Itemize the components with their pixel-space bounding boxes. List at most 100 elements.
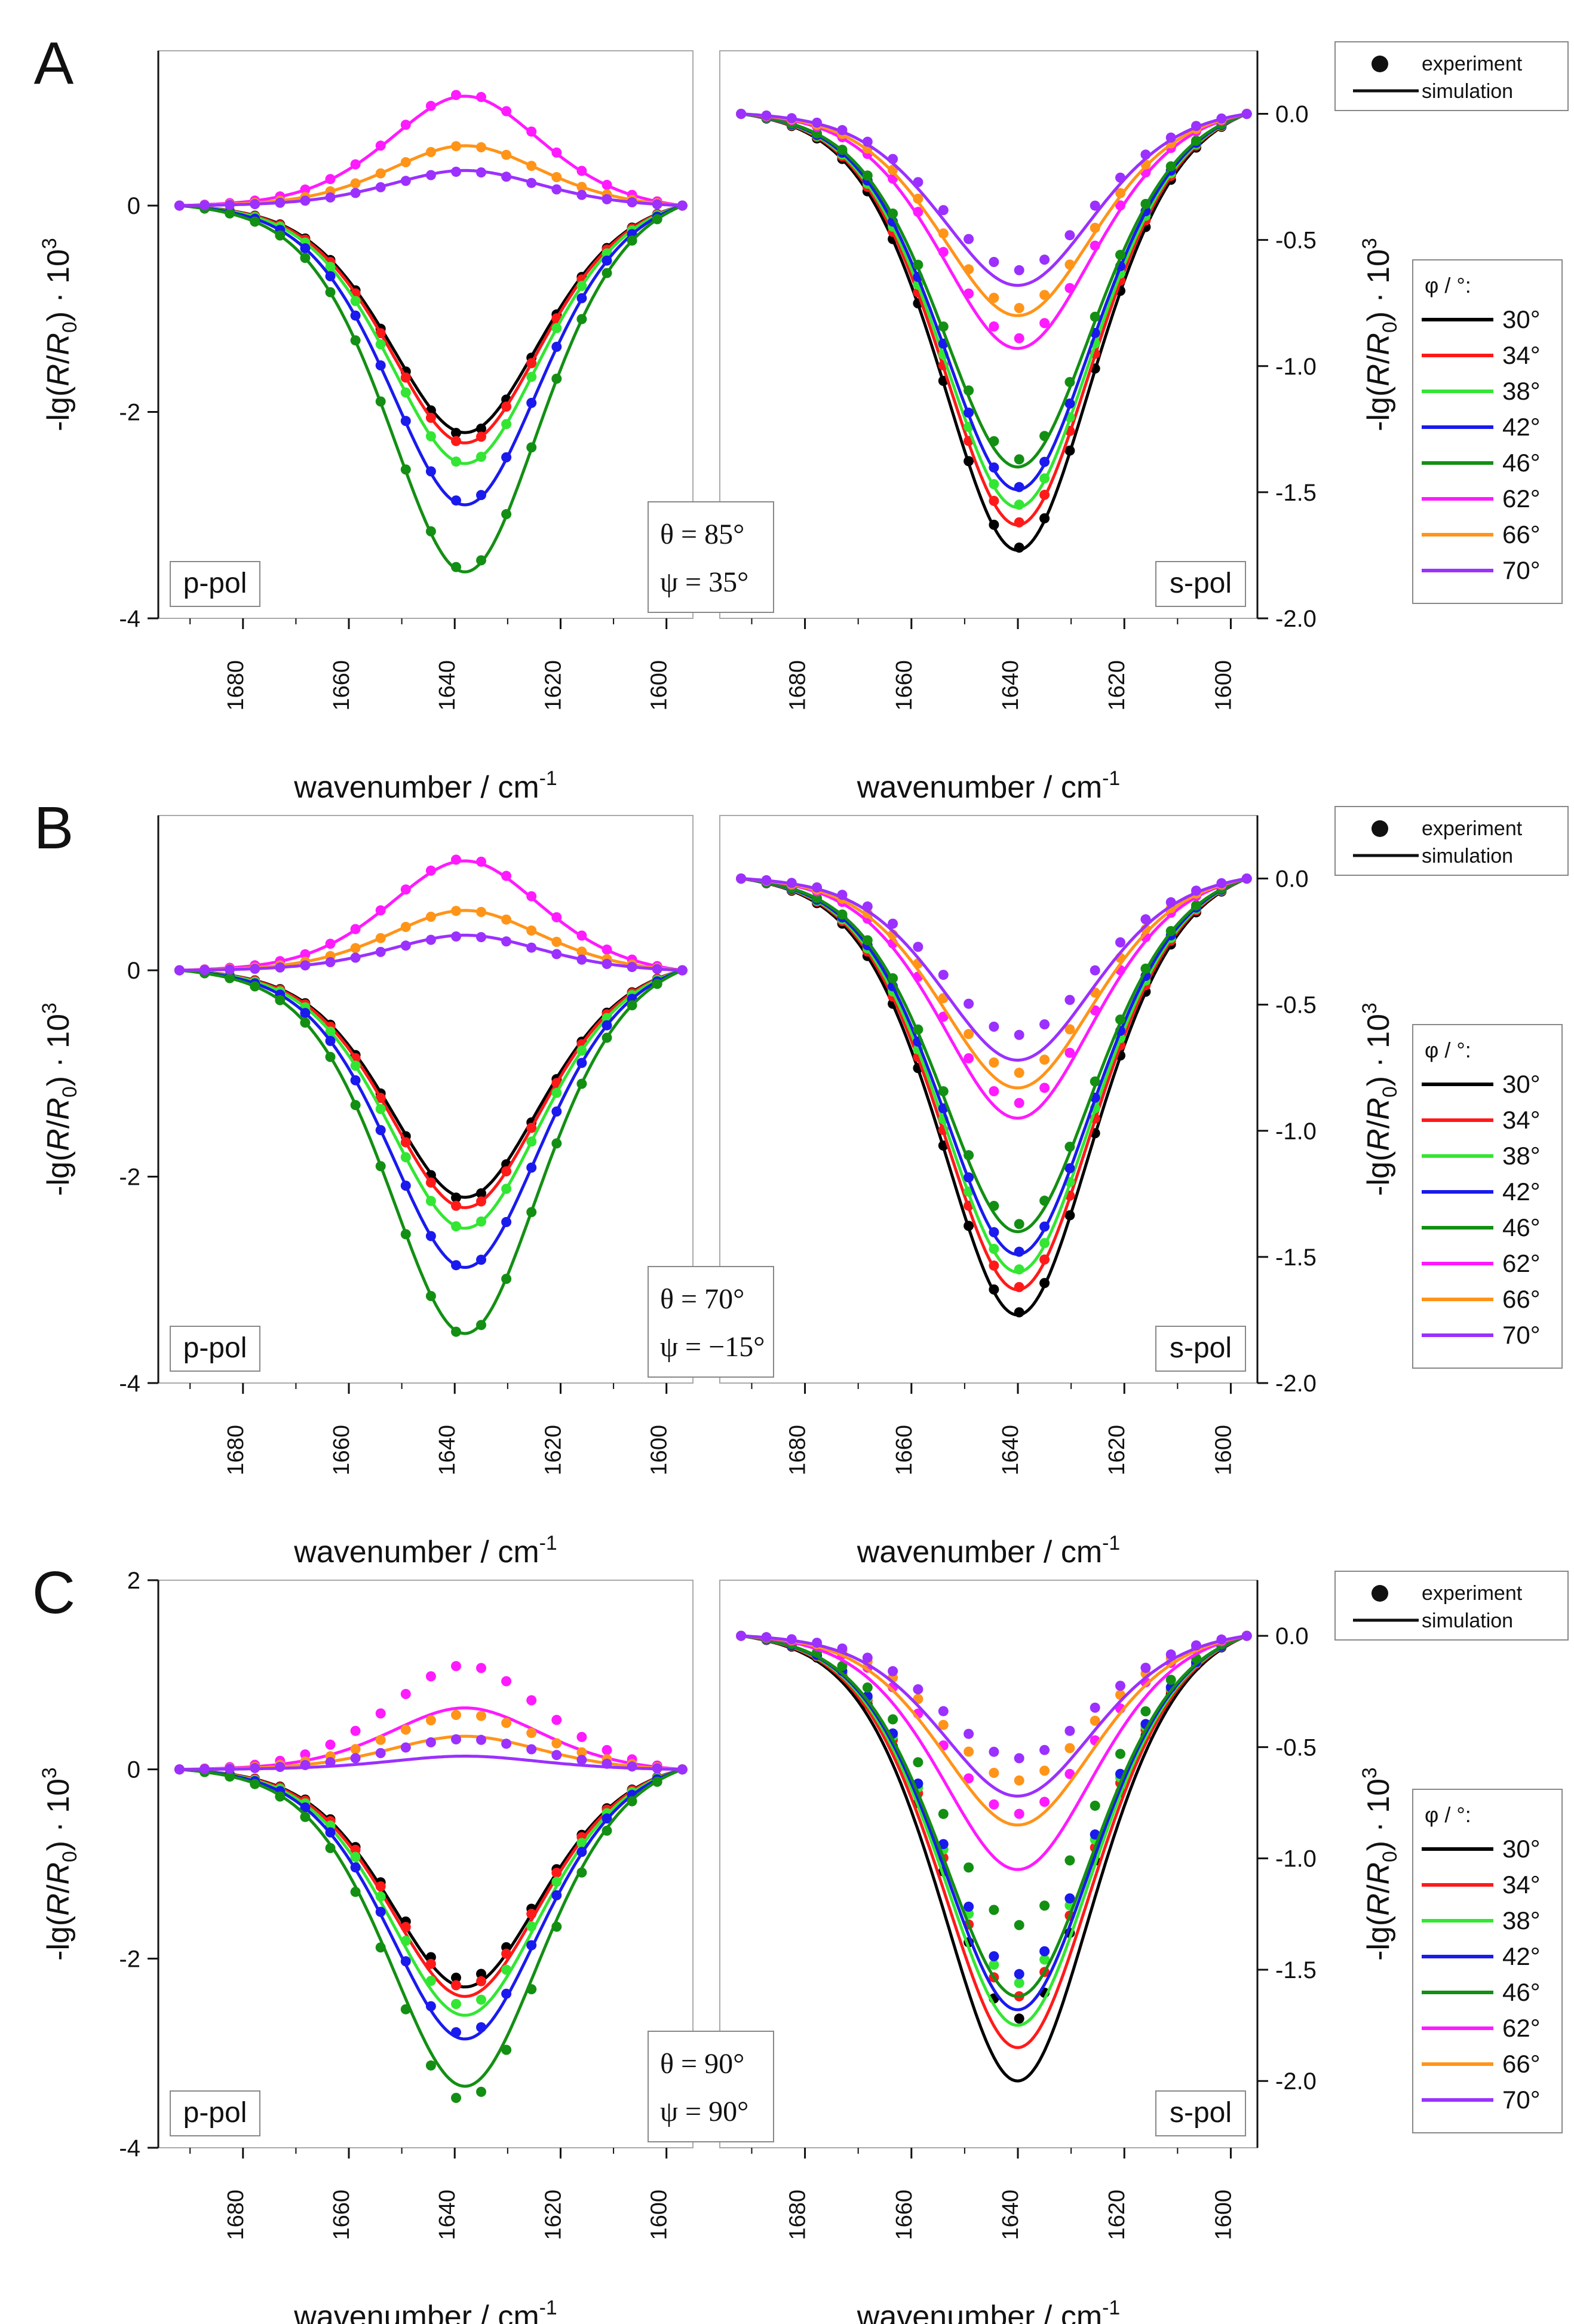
experiment-point (400, 416, 411, 427)
experiment-point (300, 195, 311, 206)
experiment-point (400, 387, 411, 398)
experiment-point (476, 907, 486, 917)
angle-params-box (648, 1266, 774, 1378)
experiment-point (1014, 1264, 1024, 1275)
experiment-point (501, 914, 512, 925)
experiment-point (1039, 431, 1050, 442)
experiment-point (350, 296, 361, 306)
experiment-point (812, 1638, 823, 1648)
experiment-point (1039, 1744, 1050, 1755)
experiment-point (1014, 1246, 1024, 1257)
phi-legend-label: 70° (1502, 1321, 1541, 1349)
experiment-point (913, 177, 923, 188)
experiment-point (325, 1842, 336, 1853)
simulation-line (741, 1634, 1247, 1871)
simulation-line (741, 877, 1247, 1090)
experiment-point (300, 1017, 311, 1028)
experiment-point (375, 328, 386, 339)
experiment-point (1064, 1047, 1075, 1058)
experiment-point (225, 200, 235, 210)
simulation-line (741, 877, 1247, 1120)
experiment-point (938, 1719, 949, 1730)
marker-legend: experiment simulation (1334, 806, 1569, 876)
experiment-point (1039, 1254, 1050, 1265)
experiment-point (913, 259, 923, 270)
x-tick-label: 1640 (998, 660, 1023, 711)
series-70deg (174, 931, 688, 976)
experiment-point (551, 147, 562, 158)
simulation-line (741, 112, 1247, 350)
experiment-point (526, 442, 537, 453)
experiment-point (400, 1936, 411, 1946)
experiment-point (425, 526, 436, 536)
experiment-point (837, 1661, 848, 1671)
experiment-point (1064, 1142, 1075, 1152)
y-tick-label: -2.0 (1275, 606, 1317, 632)
x-tick-label: 1600 (1211, 2190, 1236, 2240)
subplot-p-pol: 1680 1660 1640 1620 1600 wavenumber / cm-1 -4 -… (38, 1568, 694, 2324)
phi-legend-title: φ / °: (1425, 1802, 1471, 1827)
experiment-point (989, 293, 999, 303)
experiment-point (1039, 1946, 1050, 1957)
experiment-point (1090, 200, 1100, 211)
experiment-point (451, 1192, 461, 1203)
y-tick-label: -2 (119, 1164, 140, 1191)
experiment-point (862, 935, 873, 946)
experiment-point (400, 1152, 411, 1163)
experiment-point (837, 909, 848, 920)
experiment-point (300, 243, 311, 254)
experiment-point (938, 1839, 949, 1850)
experiment-point (451, 1661, 461, 1672)
experiment-point (325, 1035, 336, 1046)
experiment-point (786, 113, 797, 124)
experiment-point (250, 964, 260, 974)
y-axis-label-left: -lg(R/R0) · 103 (38, 1767, 81, 1961)
experiment-point (989, 436, 999, 446)
experiment-point (375, 1093, 386, 1103)
experiment-point (989, 1022, 999, 1032)
experiment-point (1014, 517, 1024, 528)
experiment-point (964, 1053, 974, 1063)
experiment-point (451, 906, 461, 916)
experiment-point (627, 1796, 637, 1807)
phi-legend-box (1412, 259, 1563, 604)
experiment-point (526, 1940, 537, 1951)
phi-legend-label: 66° (1502, 1285, 1541, 1313)
experiment-point (602, 180, 612, 190)
experiment-point (200, 965, 210, 976)
experiment-point (300, 960, 311, 971)
x-tick-label: 1600 (1211, 660, 1236, 711)
experiment-point (501, 1184, 512, 1194)
experiment-point (1090, 1702, 1100, 1713)
experiment-marker (1372, 56, 1388, 72)
experiment-point (551, 1868, 562, 1878)
x-tick-label: 1660 (892, 2190, 917, 2240)
experiment-point (451, 428, 461, 439)
experiment-point (989, 1243, 999, 1254)
experiment-point (964, 1172, 974, 1183)
y-tick-label: 0 (127, 193, 140, 219)
experiment-point (551, 373, 562, 384)
experiment-point (964, 264, 974, 275)
experiment-point (325, 174, 336, 185)
phi-legend-label: 34° (1502, 1106, 1541, 1134)
experiment-point (652, 199, 662, 210)
experiment-point (375, 1161, 386, 1172)
phi-legend-label: 66° (1502, 520, 1541, 548)
marker-legend-box (1334, 41, 1569, 111)
experiment-point (938, 321, 949, 332)
phi-legend-label: 46° (1502, 449, 1541, 477)
y-tick-label: 0 (127, 1757, 140, 1783)
experiment-point (1039, 1796, 1050, 1807)
experiment-point (627, 962, 637, 973)
pol-label: p-pol (183, 2097, 247, 2129)
experiment-point (300, 1811, 311, 1822)
theta-label: θ = 70° (660, 1283, 744, 1315)
experiment-point (888, 209, 898, 219)
experiment-point (602, 1020, 612, 1031)
x-tick-label: 1620 (1104, 2190, 1130, 2240)
experiment-point (225, 964, 235, 975)
experiment-point (225, 208, 235, 219)
experiment-point (602, 1758, 612, 1769)
experiment-point (1241, 873, 1252, 884)
